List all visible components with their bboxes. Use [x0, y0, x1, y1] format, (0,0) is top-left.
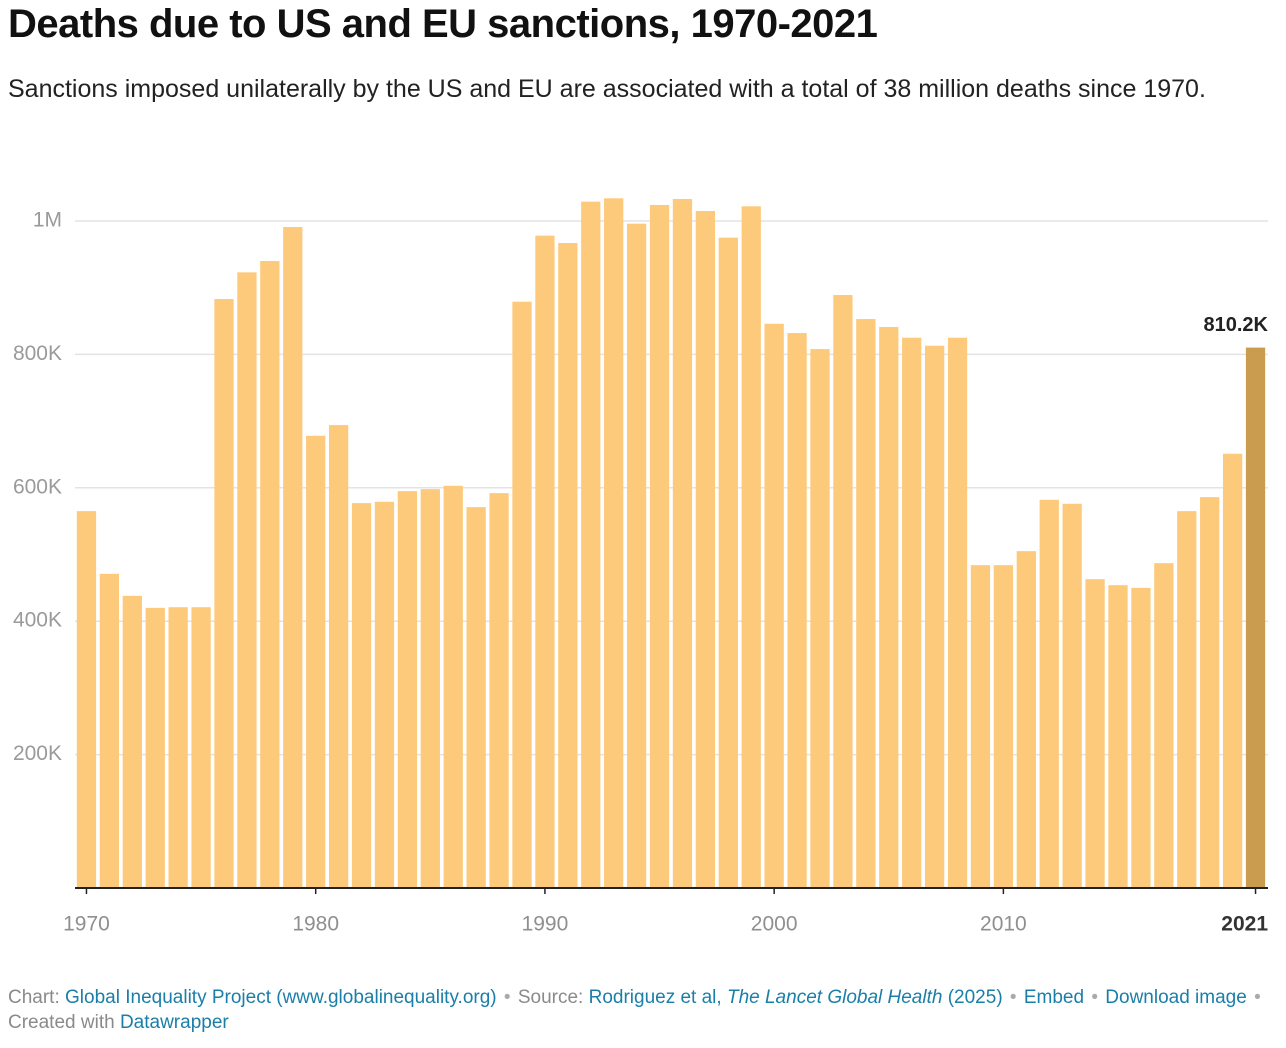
- x-tick-label: 2010: [980, 913, 1027, 936]
- bar: [810, 349, 830, 889]
- bar: [787, 333, 807, 888]
- bar: [1222, 453, 1243, 888]
- bar: [420, 489, 440, 888]
- bar: [604, 198, 624, 888]
- chart-subtitle: Sanctions imposed unilaterally by the US…: [8, 75, 1206, 103]
- bar: [1154, 563, 1174, 888]
- bar: [581, 201, 601, 889]
- bar: [1108, 585, 1128, 888]
- bar: [902, 337, 922, 889]
- y-tick-label: 1M: [33, 209, 62, 232]
- bar: [879, 327, 899, 889]
- bar: [397, 491, 418, 888]
- bar: [122, 595, 142, 888]
- y-tick-label: 200K: [13, 742, 62, 765]
- bar: [283, 227, 303, 889]
- bar: [1016, 551, 1036, 888]
- footer: Chart: Global Inequality Project (www.gl…: [8, 985, 1273, 1035]
- bar: [168, 607, 188, 888]
- bar: [328, 425, 349, 888]
- separator: •: [1091, 987, 1098, 1008]
- source-journal[interactable]: The Lancet Global Health: [726, 987, 943, 1008]
- bar: [672, 198, 693, 888]
- bar: [1039, 499, 1059, 888]
- bar: [718, 237, 738, 889]
- x-tick-label: 1970: [63, 913, 110, 936]
- bar: [649, 204, 670, 888]
- x-tick-label: 2000: [751, 913, 798, 936]
- source-link[interactable]: Rodriguez et al, The Lancet Global Healt…: [589, 987, 1003, 1008]
- bar: [489, 493, 509, 888]
- x-tick-label: 1990: [522, 913, 569, 936]
- bar: [260, 261, 280, 888]
- bar: [924, 345, 945, 888]
- bar: [741, 206, 761, 889]
- bar: [764, 323, 784, 888]
- datawrapper-link[interactable]: Datawrapper: [119, 1012, 229, 1033]
- source-year[interactable]: (2025): [947, 987, 1003, 1008]
- value-label: 810.2K: [1204, 314, 1269, 336]
- bar: [374, 501, 395, 888]
- download-link[interactable]: Download image: [1105, 987, 1247, 1008]
- bar: [443, 485, 463, 888]
- bar: [145, 607, 165, 888]
- bar: [947, 337, 968, 889]
- bar: [1085, 579, 1105, 888]
- bar: [1177, 511, 1197, 888]
- source-label: Source:: [517, 987, 584, 1008]
- bar: [1245, 347, 1266, 889]
- bar: [970, 565, 991, 888]
- chart-credit-label: Chart:: [8, 987, 60, 1008]
- bar: [695, 210, 716, 888]
- bar: [237, 272, 257, 888]
- y-tick-label: 400K: [13, 609, 62, 632]
- y-tick-label: 600K: [13, 475, 62, 498]
- source-authors[interactable]: Rodriguez et al,: [588, 987, 722, 1008]
- y-tick-label: 800K: [13, 342, 62, 365]
- separator: •: [1009, 987, 1017, 1008]
- separator: •: [503, 987, 511, 1008]
- chart-credit-link[interactable]: Global Inequality Project (www.globaline…: [65, 987, 497, 1008]
- bar: [1131, 587, 1151, 888]
- chart-title: Deaths due to US and EU sanctions, 1970-…: [8, 2, 878, 46]
- bar: [512, 301, 532, 888]
- bar: [214, 299, 234, 888]
- bar: [993, 565, 1014, 888]
- x-tick-label: 1980: [292, 913, 339, 936]
- bar: [191, 607, 211, 888]
- created-label: Created with: [8, 1012, 115, 1033]
- bar: [351, 503, 372, 888]
- bar: [1062, 503, 1082, 888]
- bar: [558, 243, 578, 889]
- bar: [833, 295, 853, 888]
- bar: [76, 511, 97, 888]
- bar: [856, 319, 876, 888]
- bar: [466, 507, 486, 888]
- bar: [306, 435, 326, 888]
- x-tick-label: 2021: [1221, 913, 1268, 936]
- bar: [535, 235, 555, 888]
- bar: [99, 573, 120, 888]
- bar: [1200, 497, 1220, 888]
- bar: [626, 223, 647, 889]
- embed-link[interactable]: Embed: [1023, 987, 1085, 1008]
- separator: •: [1254, 987, 1261, 1008]
